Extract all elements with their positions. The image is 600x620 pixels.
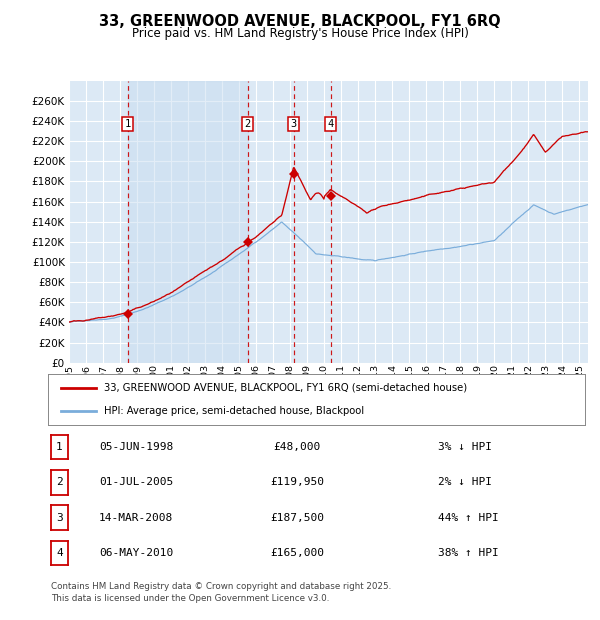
Text: 4: 4 [56, 548, 63, 558]
Text: Contains HM Land Registry data © Crown copyright and database right 2025.: Contains HM Land Registry data © Crown c… [51, 582, 391, 591]
Text: 06-MAY-2010: 06-MAY-2010 [99, 548, 173, 558]
Text: 14-MAR-2008: 14-MAR-2008 [99, 513, 173, 523]
Text: 33, GREENWOOD AVENUE, BLACKPOOL, FY1 6RQ: 33, GREENWOOD AVENUE, BLACKPOOL, FY1 6RQ [99, 14, 501, 29]
Text: HPI: Average price, semi-detached house, Blackpool: HPI: Average price, semi-detached house,… [104, 406, 365, 416]
Text: 05-JUN-1998: 05-JUN-1998 [99, 442, 173, 452]
Text: 38% ↑ HPI: 38% ↑ HPI [438, 548, 499, 558]
Text: 2: 2 [245, 119, 251, 129]
Text: 3: 3 [56, 513, 63, 523]
Text: 3: 3 [290, 119, 297, 129]
Text: £165,000: £165,000 [270, 548, 324, 558]
Text: £48,000: £48,000 [274, 442, 320, 452]
Text: 4: 4 [328, 119, 334, 129]
Text: 01-JUL-2005: 01-JUL-2005 [99, 477, 173, 487]
Text: 3% ↓ HPI: 3% ↓ HPI [438, 442, 492, 452]
Text: This data is licensed under the Open Government Licence v3.0.: This data is licensed under the Open Gov… [51, 593, 329, 603]
Text: 2% ↓ HPI: 2% ↓ HPI [438, 477, 492, 487]
Text: 33, GREENWOOD AVENUE, BLACKPOOL, FY1 6RQ (semi-detached house): 33, GREENWOOD AVENUE, BLACKPOOL, FY1 6RQ… [104, 383, 467, 392]
Text: 1: 1 [56, 442, 63, 452]
Text: 44% ↑ HPI: 44% ↑ HPI [438, 513, 499, 523]
Text: 1: 1 [124, 119, 131, 129]
Text: £119,950: £119,950 [270, 477, 324, 487]
Text: £187,500: £187,500 [270, 513, 324, 523]
Bar [128, 81, 248, 363]
Text: 2: 2 [56, 477, 63, 487]
Text: Price paid vs. HM Land Registry's House Price Index (HPI): Price paid vs. HM Land Registry's House … [131, 27, 469, 40]
